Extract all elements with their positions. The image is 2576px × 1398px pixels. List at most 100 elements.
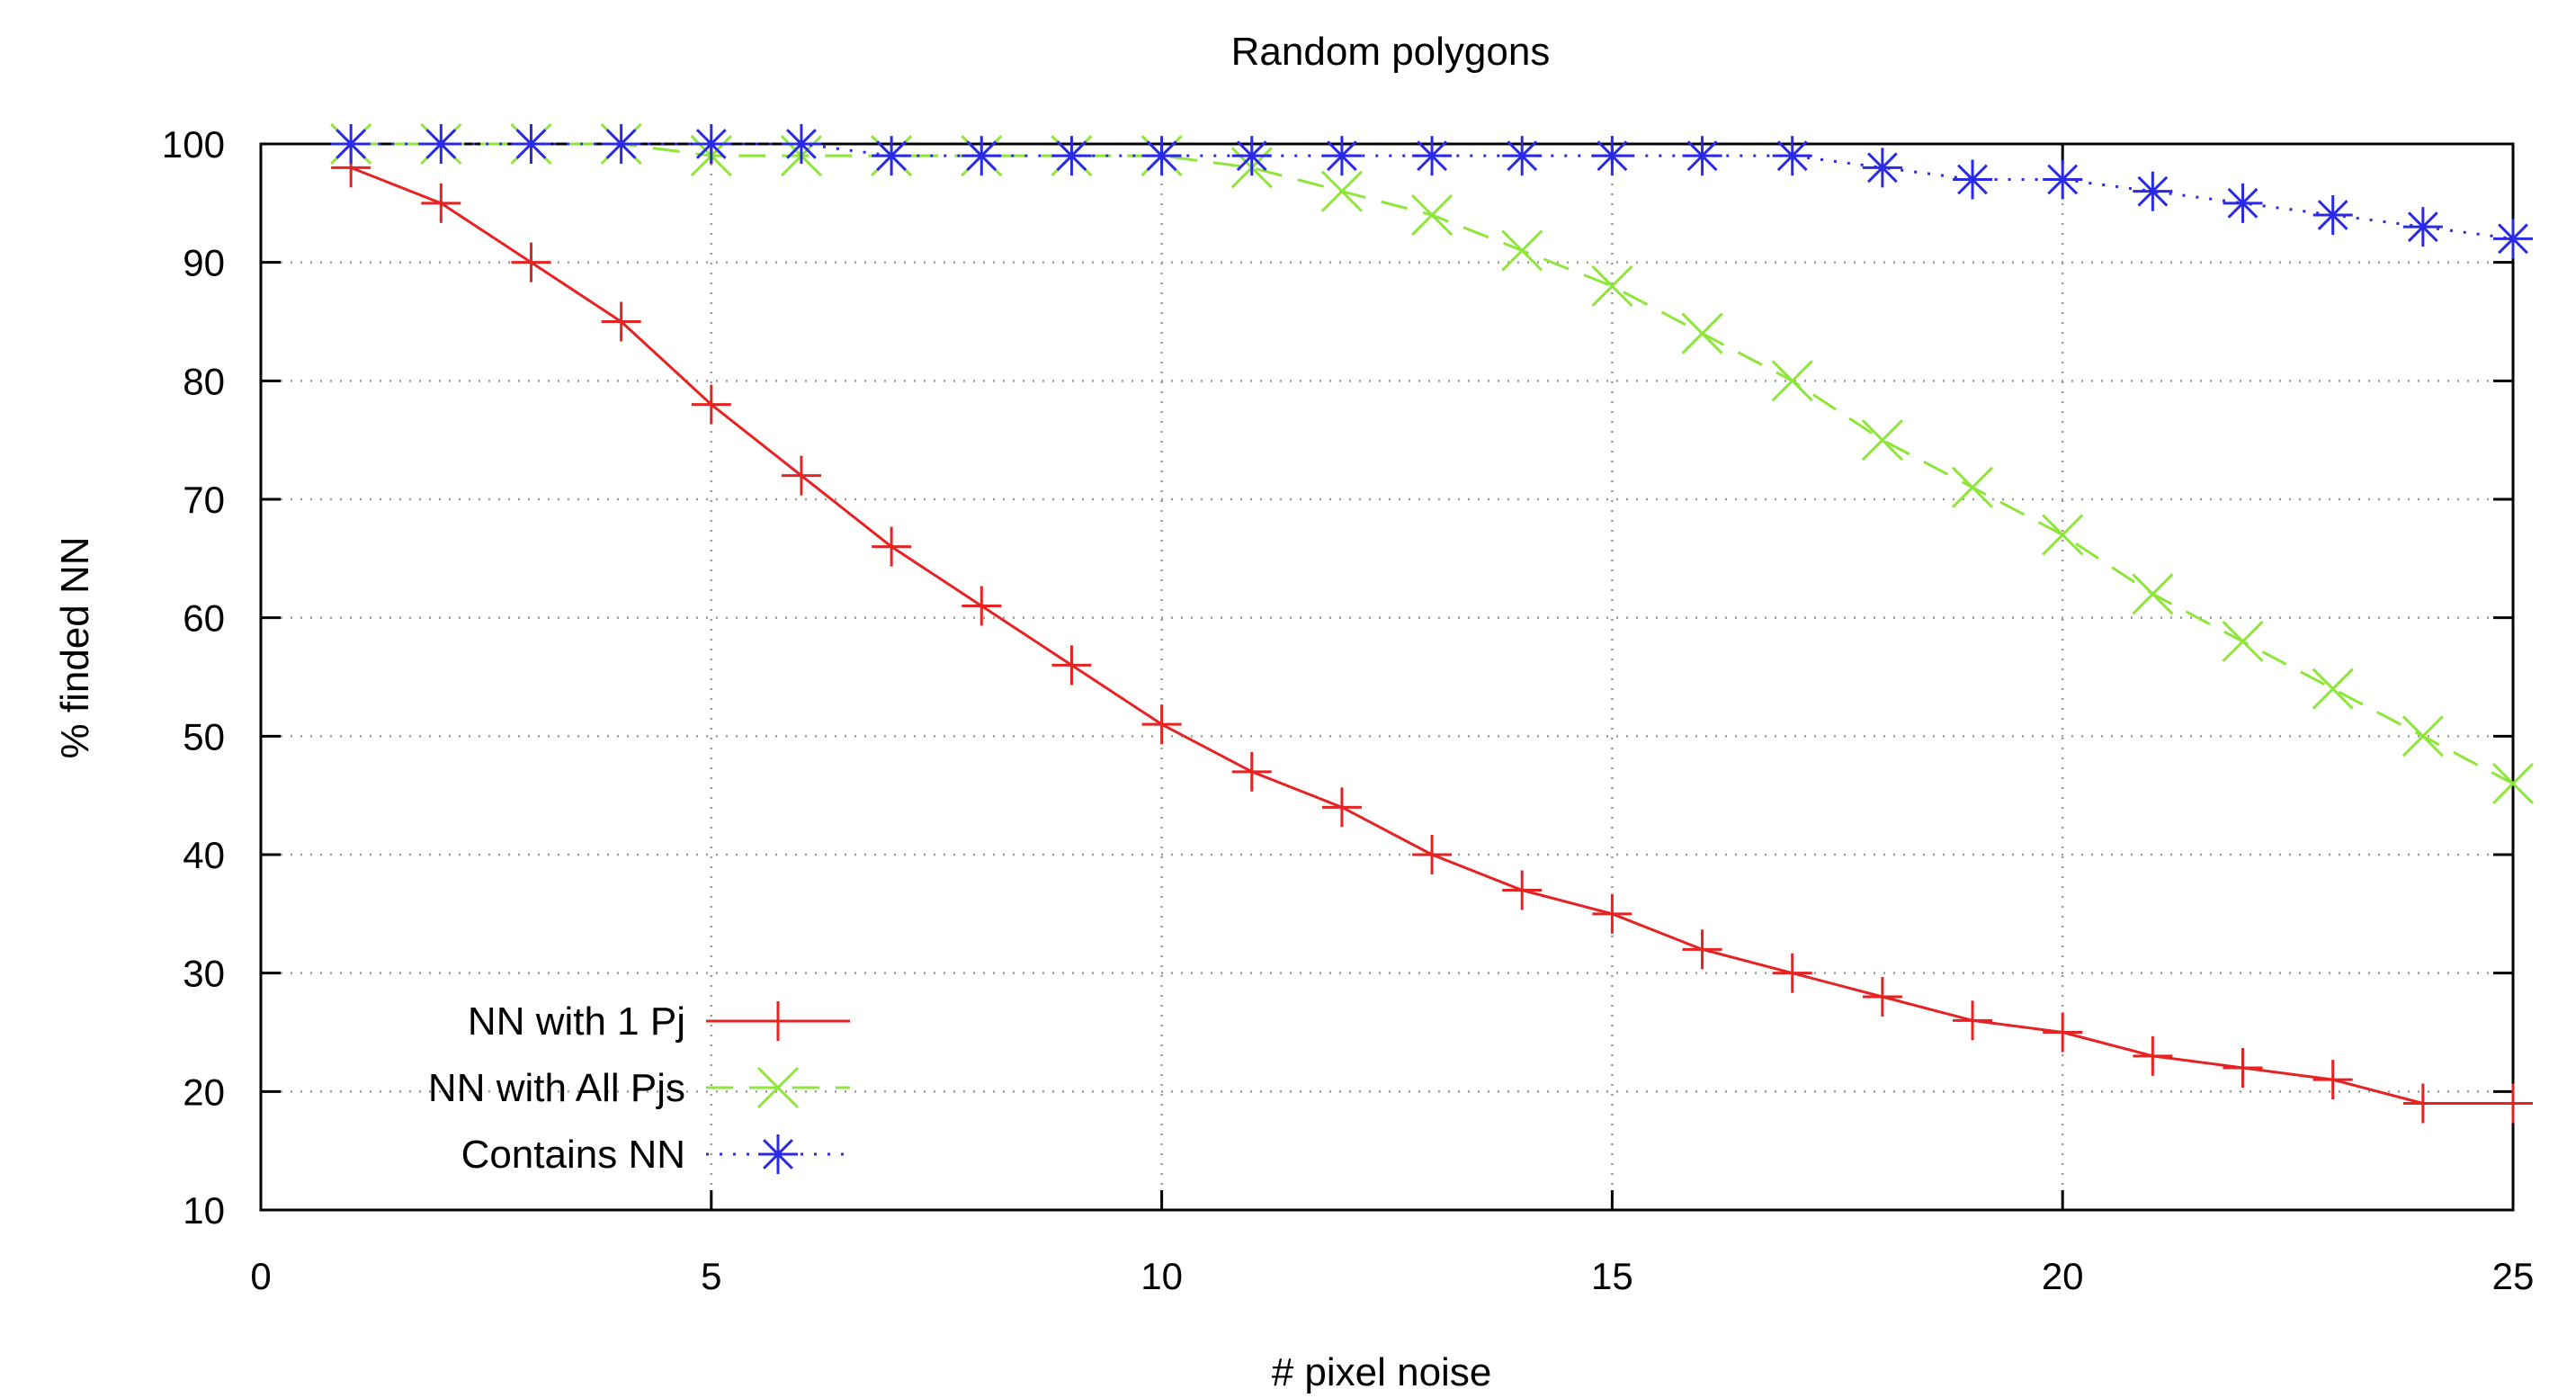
data-point-nn-with-1-pj-20 bbox=[2043, 1012, 2083, 1053]
data-point-nn-with-1-pj-13 bbox=[1412, 835, 1453, 874]
data-point-nn-with-all-pjs-18 bbox=[1861, 419, 1903, 462]
data-point-nn-with-1-pj-14 bbox=[1502, 870, 1543, 910]
data-point-contains-nn-2 bbox=[421, 124, 461, 164]
x-tick-label-15: 15 bbox=[1591, 1255, 1633, 1297]
data-point-contains-nn-21 bbox=[2133, 171, 2173, 211]
y-tick-label-90: 90 bbox=[183, 242, 225, 284]
legend-item-contains-nn: Contains NN bbox=[461, 1133, 850, 1177]
plot-area-frame bbox=[259, 142, 2515, 1212]
series-layer bbox=[330, 122, 2535, 1124]
grid-lines bbox=[261, 144, 2513, 1210]
data-point-nn-with-1-pj-16 bbox=[1682, 929, 1722, 970]
data-point-nn-with-all-pjs-19 bbox=[1951, 466, 1994, 508]
data-point-nn-with-all-pjs-16 bbox=[1681, 312, 1723, 354]
data-point-nn-with-1-pj-4 bbox=[601, 301, 641, 342]
data-point-nn-with-1-pj-17 bbox=[1772, 953, 1812, 993]
data-point-nn-with-all-pjs-20 bbox=[2042, 514, 2084, 556]
x-tick-label-0: 0 bbox=[250, 1255, 271, 1297]
y-tick-label-10: 10 bbox=[183, 1189, 225, 1232]
data-point-contains-nn-22 bbox=[2223, 183, 2263, 223]
data-point-contains-nn-24 bbox=[2402, 207, 2443, 247]
series-line-nn-with-all-pjs bbox=[351, 142, 2514, 785]
data-point-contains-nn-15 bbox=[1592, 136, 1632, 176]
data-point-contains-nn-17 bbox=[1772, 136, 1812, 176]
data-point-nn-with-1-pj-5 bbox=[691, 384, 731, 425]
data-point-nn-with-1-pj-6 bbox=[781, 455, 821, 496]
data-point-nn-with-all-pjs-21 bbox=[2132, 573, 2174, 615]
data-point-nn-with-all-pjs-12 bbox=[1320, 170, 1363, 212]
data-point-contains-nn-14 bbox=[1502, 136, 1543, 176]
x-tick-label-10: 10 bbox=[1140, 1255, 1183, 1297]
series-contains-nn bbox=[331, 124, 2533, 259]
y-tick-label-80: 80 bbox=[183, 360, 225, 402]
series-nn-with-all-pjs bbox=[330, 122, 2535, 805]
data-point-contains-nn-19 bbox=[1953, 159, 1993, 200]
data-point-nn-with-all-pjs-13 bbox=[1411, 193, 1453, 237]
data-point-contains-nn-11 bbox=[1231, 136, 1272, 176]
y-tick-label-30: 30 bbox=[183, 953, 225, 995]
data-point-nn-with-all-pjs-22 bbox=[2222, 620, 2264, 663]
data-point-contains-nn-10 bbox=[1141, 136, 1182, 176]
series-nn-with-1-pj bbox=[331, 148, 2533, 1124]
data-point-nn-with-1-pj-12 bbox=[1321, 787, 1362, 828]
chart-title: Random polygons bbox=[1231, 30, 1551, 74]
data-point-contains-nn-13 bbox=[1412, 136, 1453, 176]
data-point-contains-nn-1 bbox=[331, 124, 371, 164]
x-tick-label-20: 20 bbox=[2042, 1255, 2084, 1297]
data-point-contains-nn-12 bbox=[1321, 136, 1362, 176]
data-point-nn-with-1-pj-7 bbox=[872, 526, 912, 567]
y-tick-label-40: 40 bbox=[183, 834, 225, 876]
data-point-nn-with-all-pjs-17 bbox=[1771, 360, 1813, 402]
data-point-nn-with-1-pj-19 bbox=[1953, 1000, 1993, 1041]
data-point-nn-with-1-pj-21 bbox=[2133, 1035, 2173, 1076]
y-tick-label-70: 70 bbox=[183, 479, 225, 521]
data-point-contains-nn-23 bbox=[2312, 195, 2353, 235]
data-point-contains-nn-8 bbox=[962, 136, 1002, 176]
legend-label-nn-with-1-pj: NN with 1 Pj bbox=[468, 999, 685, 1044]
data-point-nn-with-all-pjs-24 bbox=[2402, 715, 2444, 757]
y-tick-label-20: 20 bbox=[183, 1071, 225, 1113]
data-point-nn-with-1-pj-25 bbox=[2493, 1083, 2533, 1124]
data-point-contains-nn-7 bbox=[872, 136, 912, 176]
y-tick-label-60: 60 bbox=[183, 597, 225, 640]
legend-marker-nn-with-1-pj bbox=[758, 1001, 798, 1041]
data-point-contains-nn-5 bbox=[691, 124, 731, 164]
data-point-nn-with-all-pjs-25 bbox=[2491, 762, 2535, 805]
data-point-nn-with-1-pj-22 bbox=[2223, 1048, 2263, 1088]
x-axis-label: # pixel noise bbox=[1272, 1350, 1492, 1394]
data-point-nn-with-1-pj-15 bbox=[1592, 893, 1632, 934]
legend-marker-nn-with-all-pjs bbox=[756, 1066, 800, 1109]
data-point-nn-with-1-pj-9 bbox=[1051, 645, 1092, 686]
series-line-nn-with-1-pj bbox=[350, 166, 2513, 1105]
data-point-contains-nn-25 bbox=[2493, 219, 2533, 259]
y-tick-label-100: 100 bbox=[162, 123, 225, 166]
data-point-contains-nn-16 bbox=[1682, 136, 1722, 176]
x-tick-label-5: 5 bbox=[701, 1255, 721, 1297]
data-point-contains-nn-20 bbox=[2043, 159, 2083, 200]
y-tick-label-50: 50 bbox=[183, 715, 225, 757]
legend: NN with 1 Pj NN with All Pjs Contains NN bbox=[428, 999, 850, 1177]
data-point-nn-with-all-pjs-23 bbox=[2312, 668, 2354, 710]
legend-item-nn-with-all-pjs: NN with All Pjs bbox=[428, 1066, 850, 1110]
data-point-contains-nn-9 bbox=[1051, 136, 1092, 176]
data-point-contains-nn-3 bbox=[511, 124, 551, 164]
legend-item-nn-with-1-pj: NN with 1 Pj bbox=[468, 999, 850, 1044]
y-axis-label: % finded NN bbox=[53, 536, 97, 758]
data-point-nn-with-1-pj-24 bbox=[2402, 1083, 2443, 1124]
axis-ticks: 10 20 30 40 50 60 70 80 90 100 0 5 10 15 20 25 bbox=[162, 123, 2534, 1297]
legend-label-nn-with-all-pjs: NN with All Pjs bbox=[428, 1066, 685, 1110]
legend-marker-contains-nn bbox=[758, 1134, 798, 1174]
data-point-nn-with-1-pj-2 bbox=[421, 183, 461, 223]
data-point-contains-nn-4 bbox=[601, 124, 641, 164]
data-point-nn-with-1-pj-8 bbox=[962, 586, 1002, 626]
data-point-nn-with-1-pj-18 bbox=[1862, 977, 1902, 1017]
data-point-contains-nn-6 bbox=[781, 124, 821, 164]
data-point-nn-with-all-pjs-15 bbox=[1591, 264, 1633, 308]
data-point-nn-with-all-pjs-14 bbox=[1501, 229, 1543, 272]
legend-label-contains-nn: Contains NN bbox=[461, 1133, 685, 1177]
data-point-nn-with-1-pj-10 bbox=[1141, 704, 1182, 745]
x-tick-label-25: 25 bbox=[2492, 1255, 2535, 1297]
data-point-contains-nn-18 bbox=[1862, 148, 1902, 188]
